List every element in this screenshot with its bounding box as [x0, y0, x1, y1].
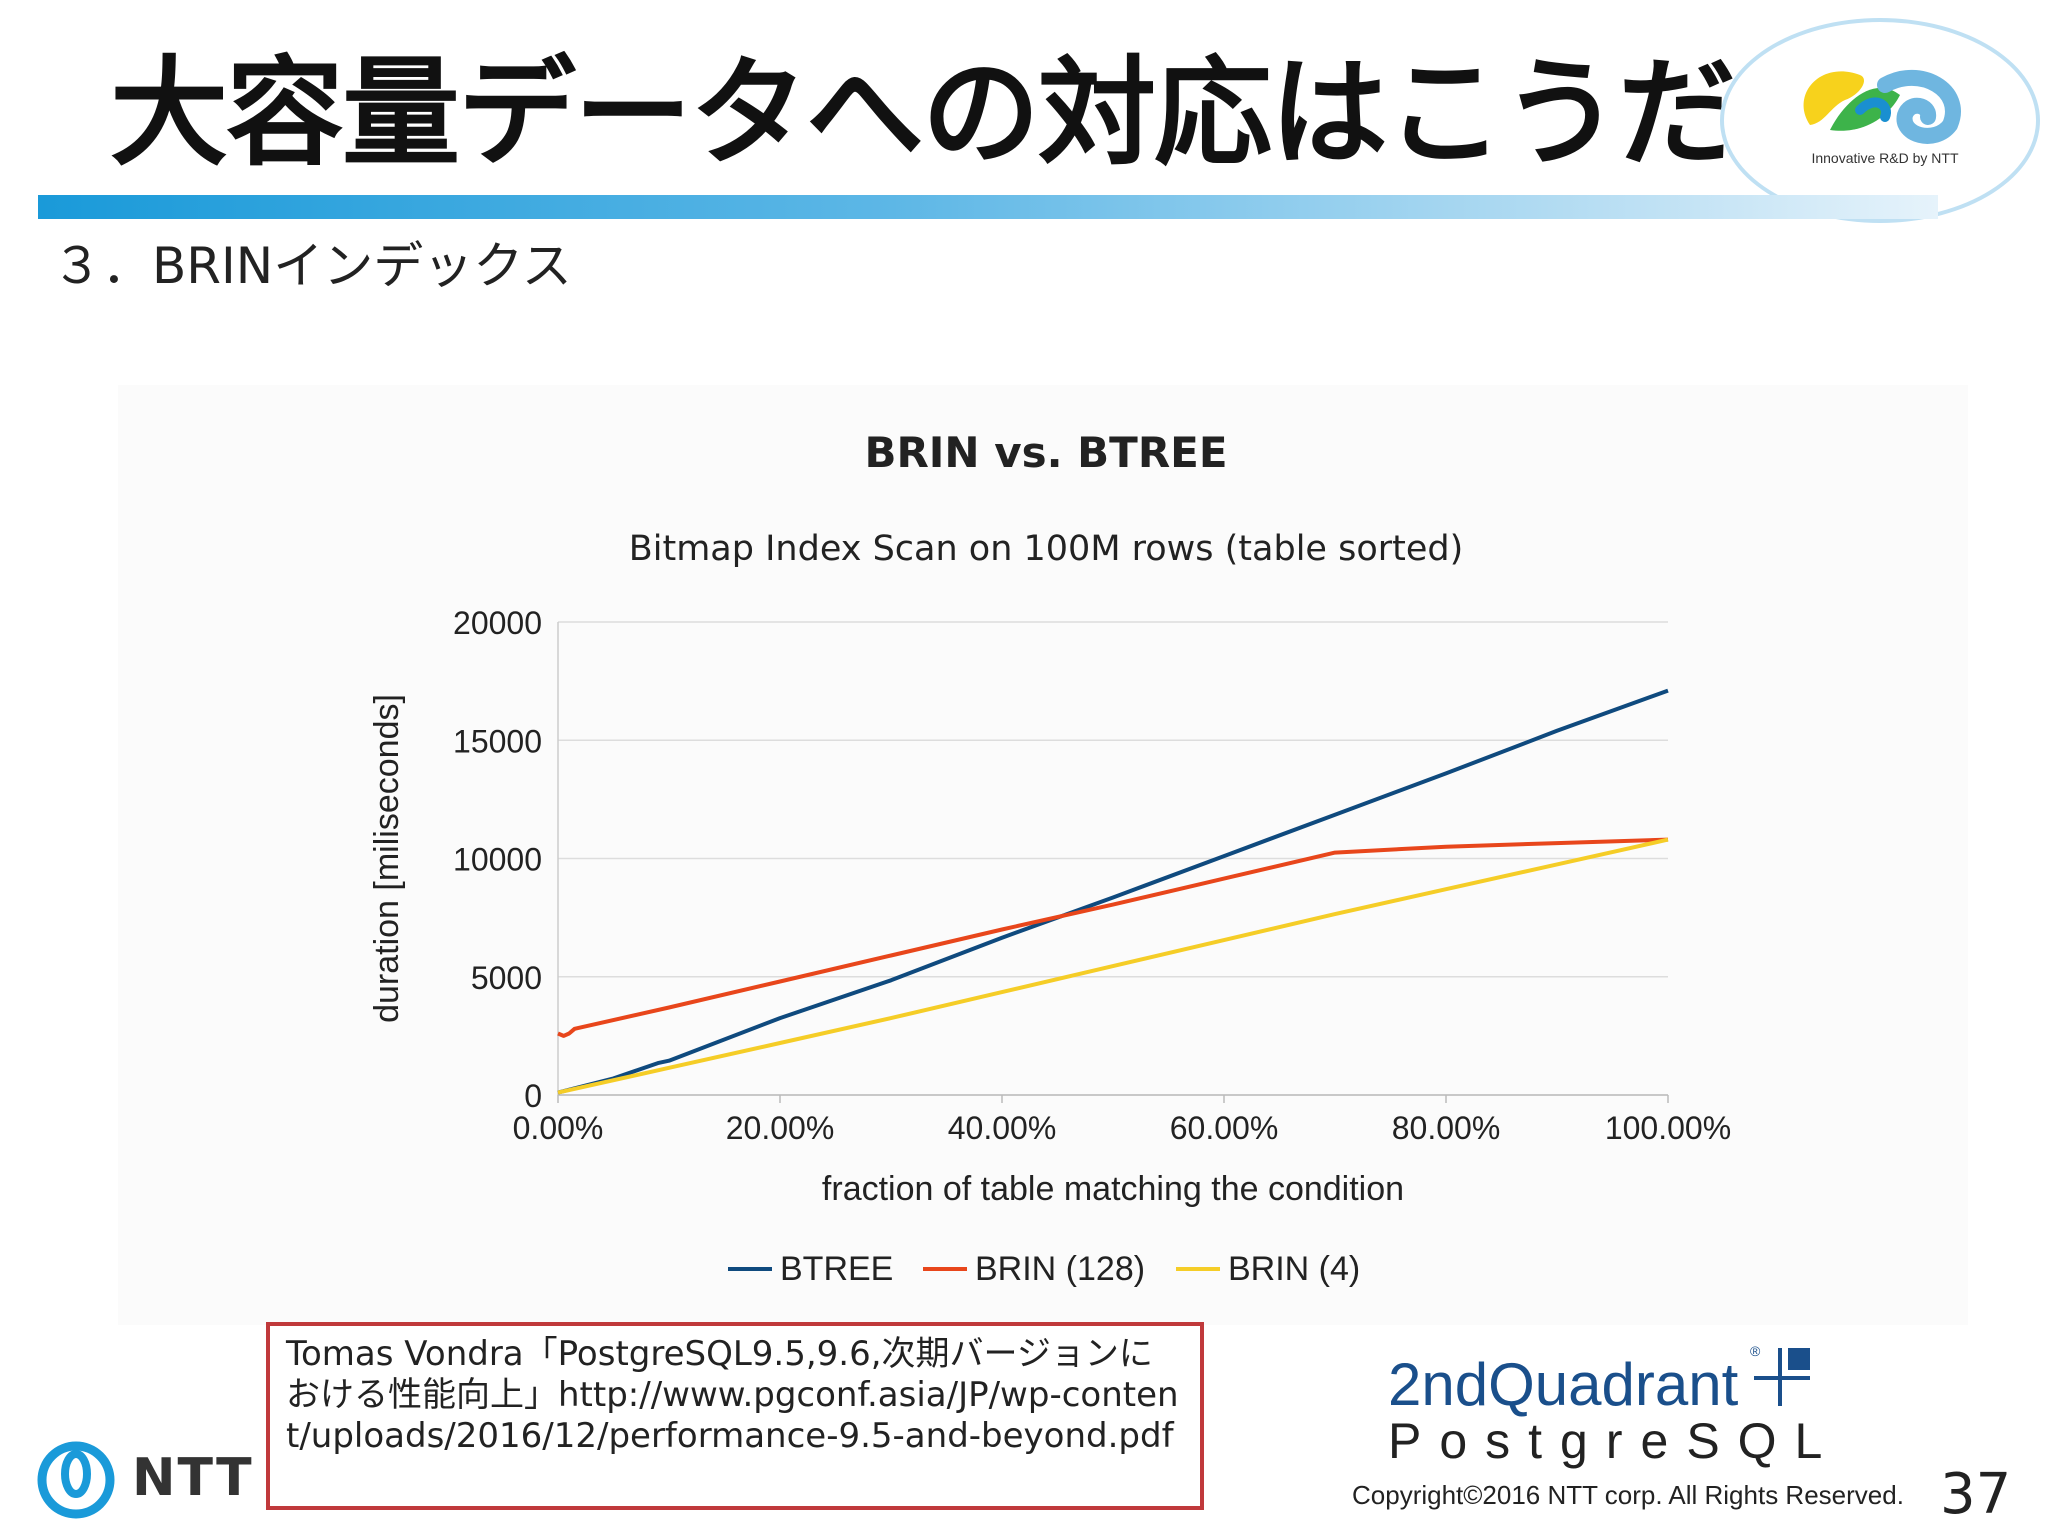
- 2ndquadrant-logo-text: 2ndQuadrant: [1388, 1351, 1739, 1418]
- legend-label: BRIN (4): [1228, 1250, 1360, 1288]
- x-tick-label: 0.00%: [513, 1110, 604, 1146]
- postgresql-logo-text: PostgreSQL: [1388, 1413, 1841, 1469]
- title-underline-bar: [38, 195, 1938, 219]
- ntt-logo-text: NTT: [132, 1448, 254, 1508]
- logo-caption: Innovative R&D by NTT: [1811, 150, 1959, 166]
- x-tick-label: 60.00%: [1170, 1110, 1279, 1146]
- x-tick-label: 40.00%: [948, 1110, 1057, 1146]
- x-tick-label: 100.00%: [1605, 1110, 1731, 1146]
- series-line-brin-128: [557, 837, 1669, 1038]
- x-axis-label: fraction of table matching the condition: [822, 1170, 1404, 1208]
- y-tick-label: 0: [524, 1078, 542, 1114]
- legend-label: BTREE: [780, 1250, 893, 1288]
- chart-title: BRIN vs. BTREE: [864, 428, 1227, 477]
- reference-box: Tomas Vondra「PostgreSQL9.5,9.6,次期バージョンにお…: [266, 1322, 1204, 1510]
- series-line-btree: [557, 688, 1669, 1095]
- series-line-brin-4: [557, 837, 1669, 1095]
- 2ndquadrant-cross-icon: ®: [1750, 1343, 1810, 1406]
- y-tick-label: 20000: [453, 605, 542, 641]
- y-tick-label: 15000: [453, 723, 542, 759]
- slide-title: 大容量データへの対応はこうだ！: [110, 44, 1852, 182]
- line-chart: BRIN vs. BTREE Bitmap Index Scan on 100M …: [368, 428, 1731, 1288]
- y-tick-label: 10000: [453, 842, 542, 878]
- x-tick-label: 20.00%: [726, 1110, 835, 1146]
- svg-text:®: ®: [1750, 1343, 1761, 1359]
- chart-subtitle: Bitmap Index Scan on 100M rows (table so…: [629, 529, 1464, 569]
- ntt-rd-logo-icon: [1803, 69, 1961, 144]
- legend-label: BRIN (128): [975, 1250, 1145, 1288]
- section-subtitle: ３．BRINインデックス: [52, 237, 572, 295]
- page-number: 37: [1940, 1462, 2012, 1527]
- logo-ellipse: [1720, 18, 2040, 223]
- copyright-text: Copyright©2016 NTT corp. All Rights Rese…: [1352, 1480, 1904, 1510]
- chart-panel: BRIN vs. BTREE Bitmap Index Scan on 100M …: [118, 385, 1968, 1325]
- x-tick-label: 80.00%: [1392, 1110, 1501, 1146]
- y-tick-label: 5000: [471, 960, 542, 996]
- ntt-logo-icon: [37, 1441, 115, 1519]
- y-axis-label: duration [miliseconds]: [368, 694, 406, 1023]
